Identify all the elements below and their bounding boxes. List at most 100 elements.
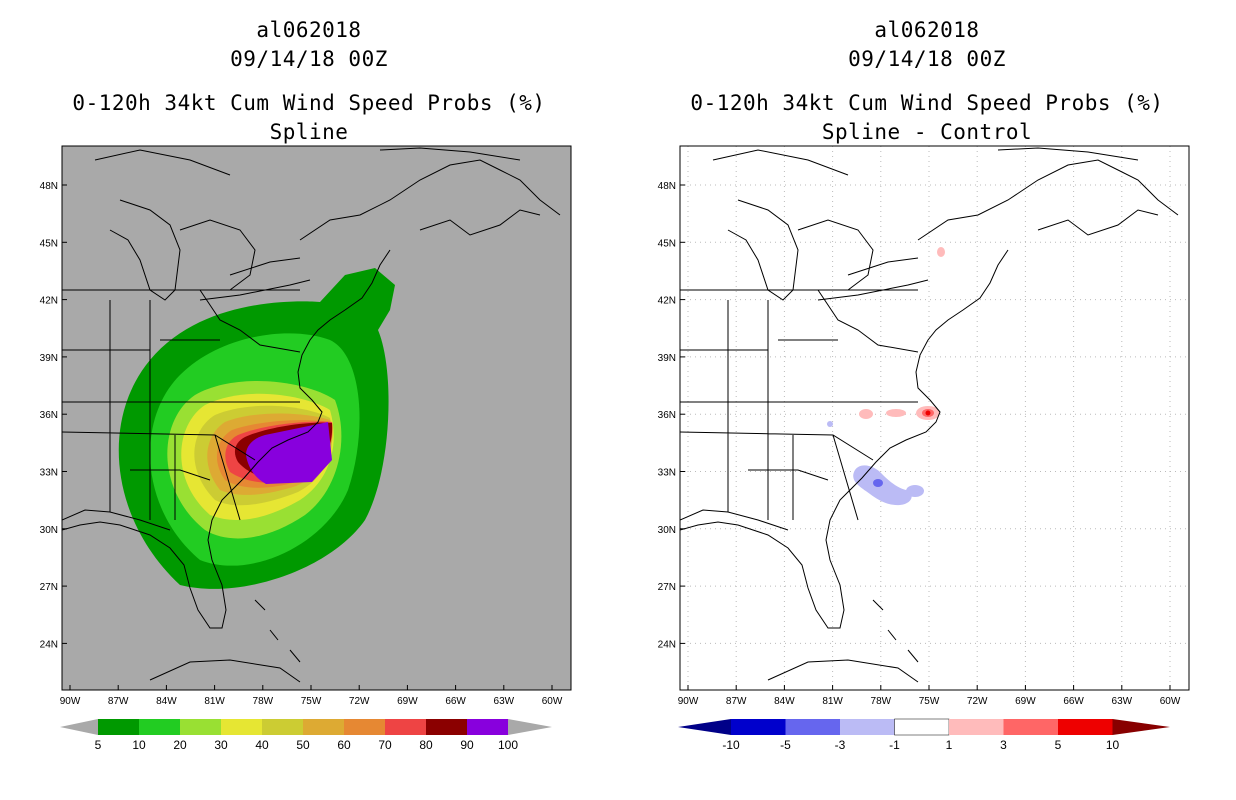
subtitle: Spline - Control [821, 120, 1033, 144]
lon-tick-label: 72W [967, 696, 988, 707]
lon-tick-label: 69W [397, 696, 418, 707]
state-borders [680, 289, 919, 521]
colorbar-label: 50 [296, 738, 310, 752]
colorbar-box [344, 719, 385, 735]
lon-tick-label: 87W [108, 696, 129, 707]
colorbar-diff: -10 -5 -3 -1 1 3 5 10 [678, 718, 1170, 752]
colorbar-label: -5 [780, 738, 791, 752]
datetime: 09/14/18 00Z [230, 47, 388, 71]
state-borders [62, 289, 301, 521]
panel-difference: al062018 09/14/18 00Z 0-120h 34kt Cum Wi… [618, 0, 1236, 800]
lat-tick-label: 48N [40, 181, 58, 192]
colorbar-box [467, 719, 508, 735]
subtitle: Spline [269, 120, 349, 144]
lon-tick-label: 84W [156, 696, 177, 707]
lat-tick-label: 33N [40, 468, 58, 479]
lon-tick-label: 90W [678, 696, 699, 707]
product-title: 0-120h 34kt Cum Wind Speed Probs (%) [72, 91, 546, 115]
lat-tick-label: 36N [40, 410, 58, 421]
diff-blob-neg-offshore [906, 485, 924, 497]
diff-blob-pos-nc2 [886, 409, 906, 417]
lon-tick-label: 72W [349, 696, 370, 707]
lat-tick-label: 27N [658, 582, 676, 593]
canada-coast [917, 147, 1179, 241]
colorbar-box [98, 719, 139, 735]
colorbar-label: 30 [214, 738, 228, 752]
lon-tick-label: 60W [1160, 696, 1181, 707]
diff-blob-pos-ne [937, 247, 945, 257]
diff-blob-neg-sc [853, 465, 912, 506]
lon-tick-label: 63W [494, 696, 515, 707]
colorbar-label: -10 [722, 738, 740, 752]
colorbar-box [180, 719, 221, 735]
diff-blob-pos-nc1 [859, 409, 873, 419]
difference-map: 90W 87W 84W 81W 78W 75W 72W 69W 66W 63W 60W 48N 45N… [658, 145, 1190, 752]
colorbar-low-end [678, 719, 731, 735]
colorbar-box [840, 719, 895, 735]
lon-tick-label: 81W [822, 696, 843, 707]
coastlines [680, 147, 1179, 683]
lon-tick-label: 87W [726, 696, 747, 707]
colorbar-label: 80 [419, 738, 433, 752]
product-title: 0-120h 34kt Cum Wind Speed Probs (%) [690, 91, 1164, 115]
diff-blob-neg-small [827, 421, 833, 427]
lon-tick-label: 63W [1112, 696, 1133, 707]
colorbar-high-end [1112, 719, 1170, 735]
cuba [149, 659, 301, 683]
lon-tick-label: 75W [919, 696, 940, 707]
lat-tick-labels: 48N 45N 42N 39N 36N 33N 30N 27N 24N [40, 181, 67, 650]
datetime: 09/14/18 00Z [848, 47, 1006, 71]
lat-tick-label: 24N [40, 639, 58, 650]
lon-tick-label: 81W [204, 696, 225, 707]
lon-tick-label: 60W [542, 696, 563, 707]
map-border [61, 145, 572, 691]
colorbar-label: 1 [946, 738, 953, 752]
colorbar-high-end [508, 719, 552, 735]
lat-tick-labels: 48N 45N 42N 39N 36N 33N 30N 27N 24N [658, 181, 685, 650]
lon-tick-label: 84W [774, 696, 795, 707]
storm-id: al062018 [256, 18, 362, 42]
colorbar-box [221, 719, 262, 735]
map-border [679, 145, 1190, 691]
lon-tick-label: 66W [445, 696, 466, 707]
atlantic-coast [62, 249, 391, 629]
cuba [767, 659, 919, 683]
colorbar-label: 90 [460, 738, 474, 752]
spline-map: 90W 87W 84W 81W 78W 75W 72W 69W 66W 63W 60W 48N 45N… [40, 145, 572, 752]
lat-tick-label: 39N [658, 353, 676, 364]
colorbar-label: 5 [1055, 738, 1062, 752]
colorbar-low-end [60, 719, 98, 735]
lat-tick-label: 33N [658, 468, 676, 479]
lon-tick-label: 69W [1015, 696, 1036, 707]
colorbar-box [785, 719, 840, 735]
lat-tick-label: 24N [658, 639, 676, 650]
lat-tick-label: 45N [658, 238, 676, 249]
colorbar-label: 100 [498, 738, 518, 752]
colorbar-label: 10 [1106, 738, 1120, 752]
lon-tick-label: 75W [301, 696, 322, 707]
colorbar-label: 10 [132, 738, 146, 752]
lat-tick-label: 48N [658, 181, 676, 192]
colorbar-box [426, 719, 467, 735]
storm-id: al062018 [874, 18, 980, 42]
colorbar-probs: 5 10 20 30 40 50 60 70 80 90 100 [60, 719, 552, 752]
lon-tick-label: 90W [60, 696, 81, 707]
colorbar-label: 40 [255, 738, 269, 752]
lon-tick-label: 78W [871, 696, 892, 707]
lat-tick-label: 45N [40, 238, 58, 249]
lat-tick-label: 39N [40, 353, 58, 364]
lon-tick-label: 66W [1063, 696, 1084, 707]
colorbar-box [894, 718, 950, 736]
lon-tick-labels: 90W 87W 84W 81W 78W 75W 72W 69W 66W 63W 60W [60, 685, 563, 707]
canada-coast [299, 147, 561, 241]
bahamas [872, 599, 919, 663]
atlantic-coast [680, 249, 1009, 629]
panel-spline: al062018 09/14/18 00Z 0-120h 34kt Cum Wi… [40, 18, 572, 752]
diff-blob-pos-coast-core [925, 410, 931, 416]
colorbar-label: 70 [378, 738, 392, 752]
colorbar-box [1003, 719, 1058, 735]
colorbar-label: 20 [173, 738, 187, 752]
colorbar-label: -1 [889, 738, 900, 752]
colorbar-label: 3 [1000, 738, 1007, 752]
lat-tick-label: 36N [658, 410, 676, 421]
